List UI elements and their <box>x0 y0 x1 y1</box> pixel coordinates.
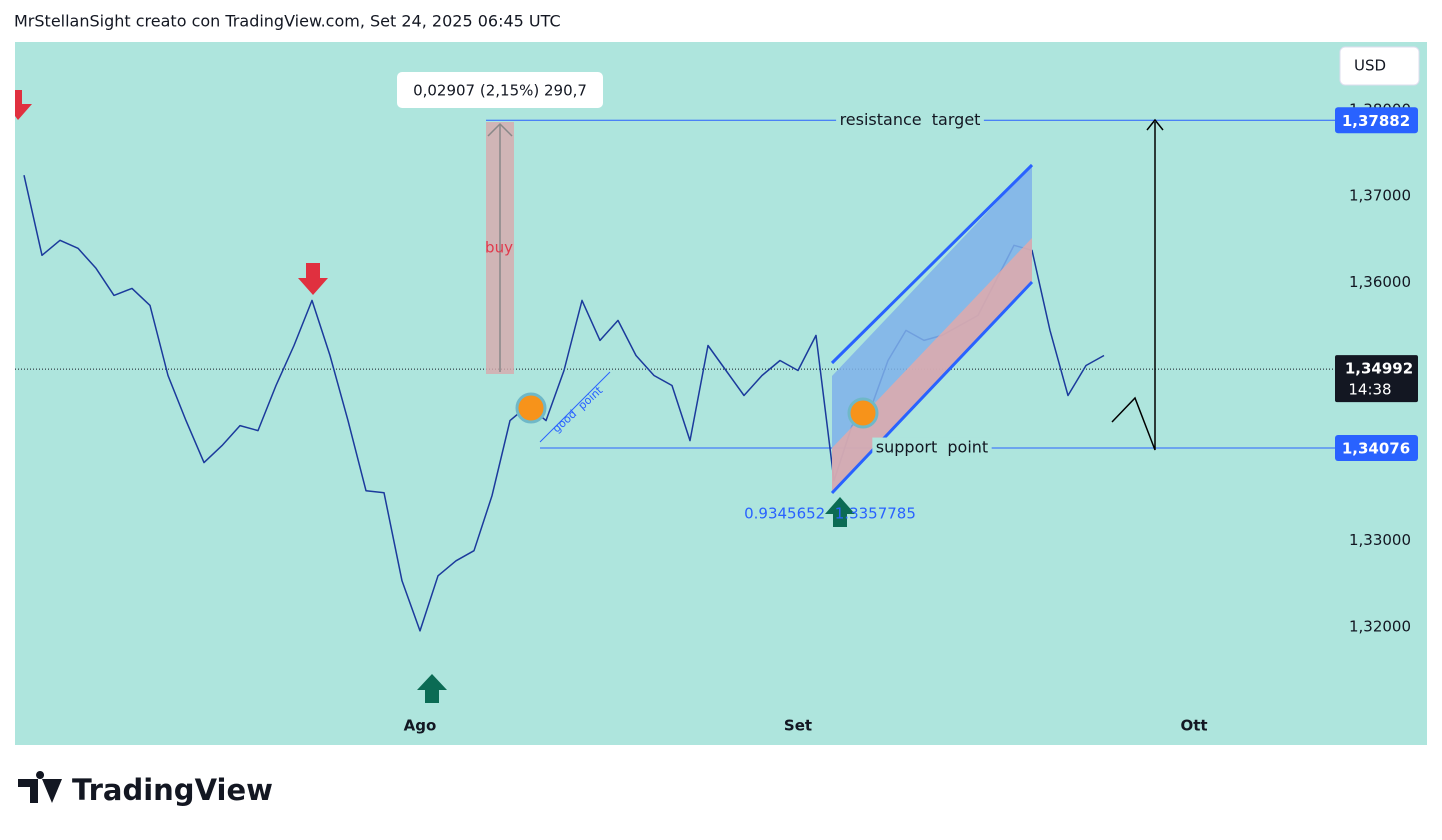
channel-band <box>832 238 1032 493</box>
sell-arrow <box>298 263 328 295</box>
level-text-bg <box>872 437 992 457</box>
x-tick-label: Ott <box>1180 717 1207 735</box>
good-point-line <box>539 371 611 443</box>
y-tick-label: 1,32000 <box>1349 617 1411 635</box>
sell-arrow <box>15 90 32 120</box>
y-tick-label: 1,37000 <box>1349 187 1411 205</box>
y-tick-label: 1,36000 <box>1349 273 1411 291</box>
y-tick-label: 1,33000 <box>1349 531 1411 549</box>
last-price-label: 1,34992 <box>1345 360 1413 378</box>
coords-label: 0.9345652 1.3357785 <box>744 505 916 523</box>
level-text: resistance target <box>840 110 981 129</box>
channel-top <box>830 163 1034 365</box>
channel-bottom <box>830 280 1034 495</box>
header: MrStellanSight creato con TradingView.co… <box>14 12 561 31</box>
buy-arrow <box>417 674 447 703</box>
drawings: buy 0,02907 (2,15%) 290,7 good point 0.9… <box>15 72 1164 703</box>
logo: TradingView <box>72 773 273 807</box>
measure-label: 0,02907 (2,15%) 290,7 <box>413 82 587 100</box>
level-text-bg <box>836 109 984 129</box>
currency: USD <box>1354 57 1386 75</box>
buy-label: buy <box>485 239 513 257</box>
level-label-box <box>1335 107 1418 134</box>
marker-circle <box>515 392 547 424</box>
level-label: 1,34076 <box>1342 440 1410 458</box>
marker-circle <box>847 397 879 429</box>
currency-box <box>1339 46 1420 86</box>
countdown-label: 14:38 <box>1348 381 1391 399</box>
projection <box>1111 122 1156 451</box>
x-tick-label: Ago <box>404 717 437 735</box>
last-price-box <box>1335 355 1418 403</box>
level-label-box <box>1335 435 1418 462</box>
level-text: support point <box>876 438 988 457</box>
measure-arrow <box>487 122 513 137</box>
x-tick-label: Set <box>784 717 812 735</box>
plot-area <box>15 42 1427 745</box>
projection-arrow <box>1146 118 1164 131</box>
measure-box <box>397 72 603 108</box>
level-label: 1,37882 <box>1342 112 1410 130</box>
buy-arrow <box>825 497 855 527</box>
logo-icon <box>18 771 62 803</box>
